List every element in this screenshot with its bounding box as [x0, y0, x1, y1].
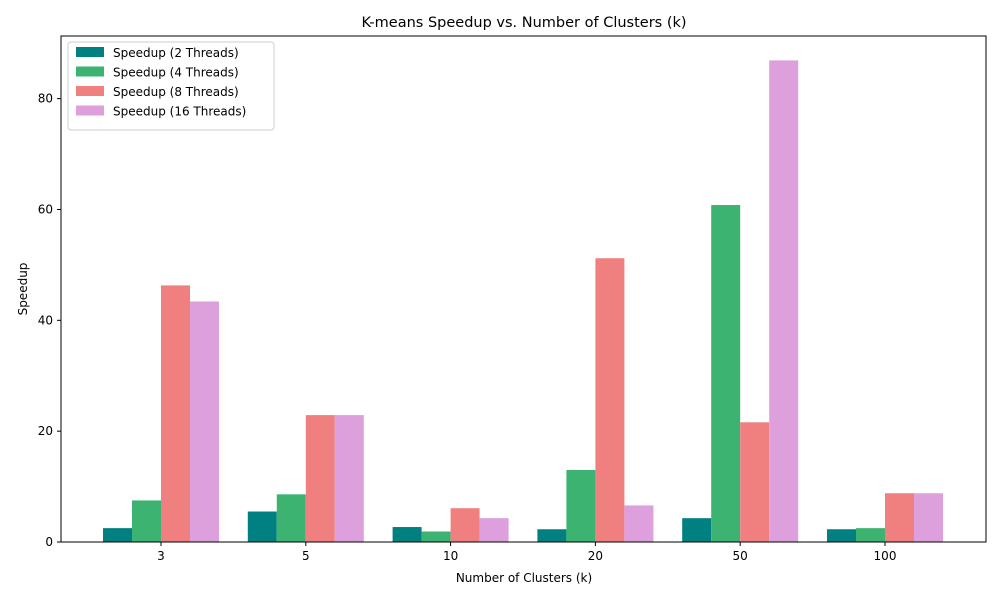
- legend-swatch: [76, 47, 104, 57]
- bar-10-series-0: [392, 527, 422, 542]
- legend-swatch: [76, 86, 104, 96]
- legend-swatch: [76, 66, 104, 77]
- x-tick-label: 5: [302, 549, 310, 563]
- x-tick-label: 100: [874, 549, 897, 563]
- x-tick-label: 10: [443, 549, 458, 563]
- bar-5-series-3: [334, 415, 364, 542]
- y-tick-label: 60: [38, 202, 53, 216]
- bar-10-series-1: [421, 531, 451, 542]
- legend: Speedup (2 Threads) Speedup (4 Threads) Sp…: [67, 41, 275, 131]
- y-tick-label: 40: [38, 313, 53, 327]
- y-axis-ticks: 0 20 40 60 80: [38, 92, 61, 549]
- x-axis-label: Number of Clusters (k): [456, 571, 592, 585]
- bar-50-series-3: [769, 60, 799, 542]
- y-tick-label: 20: [38, 424, 53, 438]
- bar-100-series-0: [827, 529, 856, 542]
- legend-swatch: [76, 105, 104, 116]
- x-tick-label: 20: [588, 549, 603, 563]
- x-axis-ticks: 3 5 10 20 50 100: [157, 542, 896, 563]
- bar-50-series-2: [740, 422, 770, 542]
- y-tick-label: 0: [45, 535, 53, 549]
- bar-50-series-1: [711, 205, 741, 543]
- legend-frame: [67, 41, 275, 131]
- bar-20-series-2: [595, 258, 625, 542]
- bar-100-series-2: [885, 493, 914, 542]
- bar-3-series-3: [190, 301, 219, 542]
- bar-20-series-1: [566, 469, 596, 542]
- bar-10-series-3: [479, 518, 509, 542]
- y-tick-label: 80: [38, 92, 53, 106]
- bar-100-series-3: [914, 493, 943, 542]
- bar-20-series-0: [537, 529, 567, 542]
- bar-3-series-1: [132, 500, 161, 542]
- x-tick-label: 50: [733, 549, 748, 563]
- chart-title: K-means Speedup vs. Number of Clusters (…: [361, 15, 686, 31]
- bar-3-series-0: [103, 528, 132, 542]
- legend-label: Speedup (16 Threads): [113, 105, 246, 119]
- bar-5-series-0: [247, 511, 277, 542]
- bar-5-series-1: [276, 494, 306, 542]
- x-tick-label: 3: [157, 549, 165, 563]
- legend-label: Speedup (4 Threads): [113, 66, 239, 80]
- y-axis-label: Speedup: [16, 263, 30, 316]
- bar-10-series-2: [450, 508, 480, 542]
- legend-label: Speedup (2 Threads): [113, 46, 239, 60]
- bar-5-series-2: [305, 415, 335, 542]
- legend-label: Speedup (8 Threads): [113, 85, 239, 99]
- bar-100-series-1: [856, 528, 885, 542]
- bar-50-series-0: [682, 518, 712, 542]
- bar-20-series-3: [624, 505, 654, 542]
- bar-3-series-2: [161, 285, 190, 542]
- bar-group: [103, 60, 943, 543]
- plot-frame: [60, 35, 987, 543]
